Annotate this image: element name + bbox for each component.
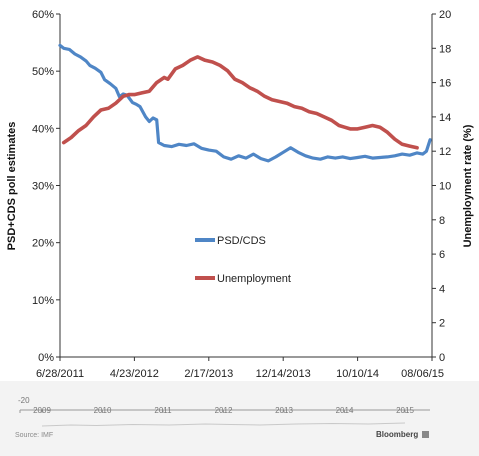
x-tick-label: 4/23/2012	[110, 368, 159, 380]
y-tick-label: 20%	[32, 238, 54, 250]
timeline-trace-line	[41, 422, 406, 427]
series-line-unemployment	[61, 55, 419, 150]
x-tick-label: 2/17/2013	[184, 368, 233, 380]
timeline-x-tick-label: 2011	[154, 406, 172, 415]
timeline-y-tick-label: -20	[18, 396, 30, 405]
timeline-strip-bg	[0, 381, 479, 456]
y2-tick-label: 18	[439, 43, 451, 55]
y2-tick-label: 0	[439, 352, 445, 364]
brand-logo-icon	[422, 431, 429, 438]
x-tick-label: 10/10/14	[336, 368, 379, 380]
legend-label-unemployment: Unemployment	[217, 273, 291, 285]
x-tick-label: 6/28/2011	[36, 368, 84, 380]
plot-area: 0% 10% 20% 30% 40% 50% 60% 0 2 4 6 8 10 12 14 16 18 20 6/2…	[32, 9, 451, 380]
source-note: Source: IMF	[15, 432, 53, 439]
series-line-psd-cds	[58, 43, 432, 163]
y2-tick-label: 14	[439, 112, 451, 124]
y-tick-label: 0%	[38, 352, 54, 364]
y2-tick-label: 12	[439, 146, 451, 158]
brand-label: Bloomberg	[376, 430, 418, 439]
timeline-x-tick-label: 2013	[275, 406, 293, 415]
y2-tick-label: 2	[439, 318, 445, 330]
y-tick-label: 30%	[32, 181, 54, 193]
y-tick-label: 10%	[32, 295, 54, 307]
timeline-x-tick-label: 2014	[336, 406, 354, 415]
x-tick-label: 12/14/2013	[256, 368, 311, 380]
timeline-x-tick-label: 2009	[33, 406, 51, 415]
x-tick-label: 08/06/15	[401, 368, 444, 380]
y2-tick-label: 4	[439, 283, 445, 295]
y-tick-label: 50%	[32, 66, 54, 78]
timeline-x-tick-label: 2012	[215, 406, 233, 415]
y-tick-label: 40%	[32, 123, 54, 135]
y2-tick-label: 6	[439, 249, 445, 261]
y2-axis-title: Unemployment rate (%)	[462, 124, 474, 247]
y2-tick-label: 20	[439, 9, 451, 21]
y-tick-label: 60%	[32, 9, 54, 21]
timeline-x-tick-label: 2015	[396, 406, 414, 415]
y2-tick-label: 16	[439, 78, 451, 90]
y-axis-title: PSD+CDS poll estimates	[6, 122, 18, 251]
y2-tick-label: 10	[439, 181, 451, 193]
legend-label-psd-cds: PSD/CDS	[217, 235, 266, 247]
legend: PSD/CDS Unemployment	[195, 235, 291, 285]
timeline-x-tick-label: 2010	[94, 406, 112, 415]
y2-tick-label: 8	[439, 215, 445, 227]
